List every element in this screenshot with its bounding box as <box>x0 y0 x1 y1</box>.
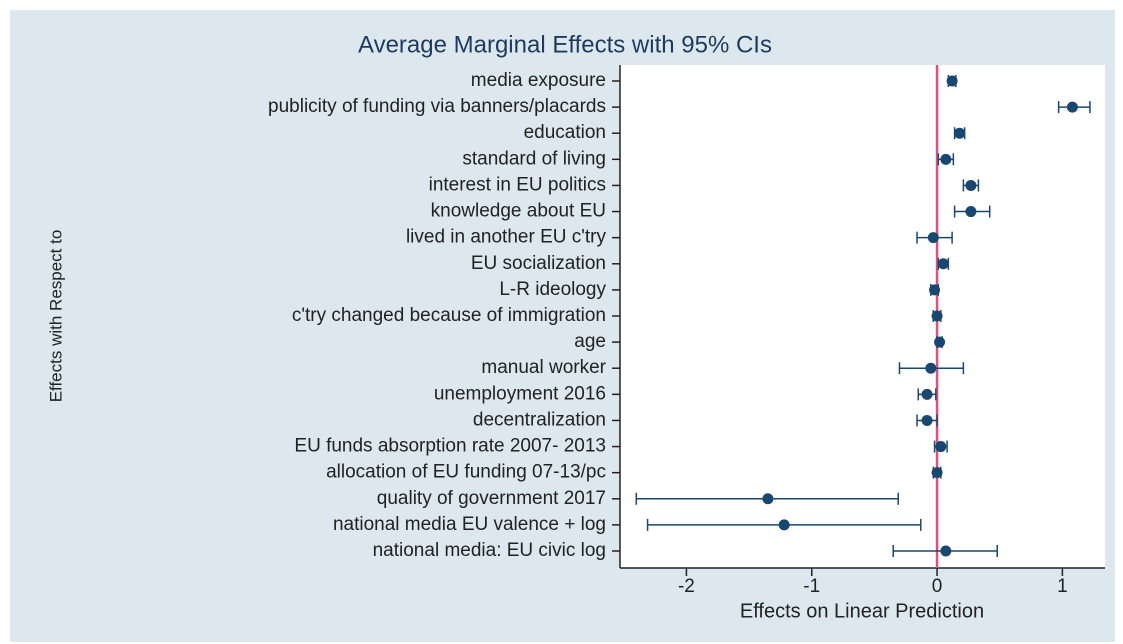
y-tick-label: L-R ideology <box>499 279 606 300</box>
y-tick-label: unemployment 2016 <box>434 383 606 404</box>
point <box>921 414 933 426</box>
y-tick-label: publicity of funding via banners/placard… <box>268 96 606 117</box>
y-tick-label: manual worker <box>481 357 606 378</box>
y-tick-label: education <box>524 122 606 143</box>
point <box>954 127 966 139</box>
x-tick-label: -1 <box>803 576 820 597</box>
y-tick-label: EU socialization <box>471 253 606 274</box>
point <box>1066 101 1078 113</box>
y-tick-label: lived in another EU c'try <box>406 227 607 248</box>
y-tick-label: national media EU valence + log <box>333 514 606 535</box>
point <box>965 179 977 191</box>
point <box>927 232 939 244</box>
point <box>931 310 943 322</box>
point <box>762 493 774 505</box>
point <box>940 153 952 165</box>
y-tick-label: allocation of EU funding 07-13/pc <box>326 462 606 483</box>
y-tick-label: EU funds absorption rate 2007- 2013 <box>294 436 606 457</box>
y-tick-label: national media: EU civic log <box>373 540 606 561</box>
point <box>946 75 958 87</box>
y-axis-label: Effects with Respect to <box>46 230 65 403</box>
y-tick-label: knowledge about EU <box>431 201 606 222</box>
x-tick-label: 1 <box>1057 576 1068 597</box>
point <box>925 362 937 374</box>
y-tick-label: c'try changed because of immigration <box>292 305 606 326</box>
point <box>934 336 946 348</box>
point <box>940 545 952 557</box>
plot-region <box>620 65 1105 568</box>
chart-title: Average Marginal Effects with 95% CIs <box>358 31 772 58</box>
point <box>935 441 947 453</box>
point <box>965 206 977 218</box>
x-tick-label: -2 <box>678 576 695 597</box>
point <box>921 388 933 400</box>
y-tick-label: media exposure <box>471 70 606 91</box>
point <box>929 284 941 296</box>
y-tick-label: interest in EU politics <box>429 174 606 195</box>
x-tick-label: 0 <box>932 576 943 597</box>
point <box>937 258 949 270</box>
y-tick-label: age <box>574 331 606 352</box>
y-tick-label: quality of government 2017 <box>377 488 606 509</box>
y-tick-label: standard of living <box>462 148 606 169</box>
point <box>778 519 790 531</box>
point <box>931 467 943 479</box>
x-axis-label: Effects on Linear Prediction <box>740 600 984 622</box>
y-tick-label: decentralization <box>473 409 606 430</box>
